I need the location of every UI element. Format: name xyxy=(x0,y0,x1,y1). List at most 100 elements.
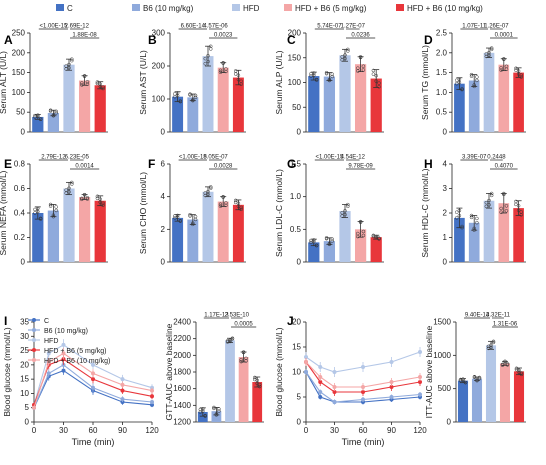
data-point xyxy=(101,85,105,89)
data-point xyxy=(54,111,58,115)
data-point xyxy=(318,365,323,369)
y-tick-label: 50 xyxy=(292,103,301,112)
bar xyxy=(172,96,184,132)
bar xyxy=(457,380,469,422)
sig-label: 2.79E-12 xyxy=(41,155,66,161)
data-point xyxy=(64,67,68,71)
bar xyxy=(47,210,60,262)
data-point xyxy=(487,50,491,55)
sig-label: 3.32E-11 xyxy=(486,313,511,319)
data-point xyxy=(193,93,198,98)
bar-panel-5: F 0 2 4 6 Serum CHO (mmol/L) <1.00E-158.05E-07… xyxy=(138,155,246,267)
data-point xyxy=(487,198,491,203)
data-point xyxy=(224,203,228,208)
y-tick-label: 1.0 xyxy=(436,88,448,97)
data-point xyxy=(208,47,213,51)
data-point xyxy=(499,206,503,211)
y-tick-label: 2000 xyxy=(173,351,191,360)
panel-letter: D xyxy=(424,33,433,47)
sig-label: 1.31E-06 xyxy=(493,322,518,328)
data-point xyxy=(191,98,195,103)
sig-label: 3.39E-07 xyxy=(462,155,487,161)
data-point xyxy=(244,356,248,361)
bar xyxy=(232,204,244,262)
y-axis-title: Serum CHO (mmol/L) xyxy=(138,172,148,254)
y-tick-label: 0 xyxy=(161,258,166,267)
data-point xyxy=(514,199,518,204)
data-point xyxy=(191,222,195,227)
data-point xyxy=(201,407,205,411)
data-point xyxy=(208,44,213,49)
data-point xyxy=(239,357,243,362)
y-axis-title: Serum AST (U/L) xyxy=(138,50,148,115)
data-point xyxy=(361,390,365,394)
y-tick-label: 0 xyxy=(297,258,302,267)
data-point xyxy=(457,213,462,218)
sig-label: 1.26E-07 xyxy=(484,24,509,30)
data-point xyxy=(51,114,56,118)
y-tick-label: 2 xyxy=(161,225,166,234)
bar xyxy=(370,78,382,132)
sig-label: 1.27E-07 xyxy=(341,24,366,30)
y-tick-label: 35 xyxy=(20,318,29,327)
data-point xyxy=(454,78,459,83)
data-point xyxy=(38,216,43,221)
y-tick-label: 500 xyxy=(438,384,452,393)
bar xyxy=(323,241,336,262)
data-point xyxy=(477,376,482,381)
y-tick-label: 1.5 xyxy=(290,160,302,169)
data-point xyxy=(304,360,308,364)
data-point xyxy=(330,72,334,76)
data-point xyxy=(244,359,248,363)
data-point xyxy=(48,202,53,207)
data-point xyxy=(418,392,422,397)
y-tick-label: 300 xyxy=(152,29,166,38)
y-tick-label: 50 xyxy=(16,108,25,117)
data-point xyxy=(460,87,464,91)
y-tick-label: 0 xyxy=(297,418,302,427)
data-point xyxy=(346,202,350,207)
data-point xyxy=(314,77,319,82)
data-point xyxy=(318,375,323,379)
data-point xyxy=(318,395,323,399)
data-point xyxy=(505,362,510,366)
line-panel-10: J 0 5 10 15 20 Blood glucose (mmol/L) 0 30 60 90 12… xyxy=(274,314,427,447)
y-axis-title: Serum LDL-C (mmol/L) xyxy=(274,169,284,257)
data-point xyxy=(361,365,365,369)
data-point xyxy=(230,337,235,341)
y-axis-title: ITT-AUC above baseline xyxy=(424,325,434,418)
y-tick-label: 1800 xyxy=(173,368,191,377)
data-point xyxy=(241,350,246,354)
sig-label: 1.07E-11 xyxy=(462,24,487,30)
x-tick-label: 60 xyxy=(359,426,368,435)
series-line xyxy=(33,352,153,408)
data-point xyxy=(48,204,53,208)
data-point xyxy=(217,407,221,411)
data-point xyxy=(330,239,334,243)
y-axis-title: GTT-AUC above baseline xyxy=(164,323,174,420)
sig-label: 0.0023 xyxy=(214,33,233,39)
sig-label: 6.23E-05 xyxy=(65,155,90,161)
data-point xyxy=(203,193,208,198)
data-point xyxy=(514,366,519,371)
bar xyxy=(308,76,320,132)
y-tick-label: 10 xyxy=(20,389,29,398)
data-point xyxy=(484,52,489,56)
data-point xyxy=(212,405,216,410)
bar xyxy=(483,52,495,132)
data-point xyxy=(457,80,462,85)
line-legend-marker xyxy=(32,328,36,332)
sig-label: 6.60E-14 xyxy=(181,24,206,30)
data-point xyxy=(64,191,68,195)
data-point xyxy=(361,64,366,68)
y-tick-label: 1000 xyxy=(433,351,451,360)
y-tick-label: 4 xyxy=(443,160,448,169)
bar-panel-4: E 0 0.2 0.4 0.6 0.8 Serum NEFA (mmol/L) 2.79E-1… xyxy=(0,155,108,267)
data-point xyxy=(203,191,208,195)
data-point xyxy=(517,370,521,375)
y-tick-label: 1.0 xyxy=(290,192,302,201)
bar xyxy=(94,85,106,132)
line-legend-label: HFD xyxy=(44,338,58,345)
data-point xyxy=(340,210,344,215)
